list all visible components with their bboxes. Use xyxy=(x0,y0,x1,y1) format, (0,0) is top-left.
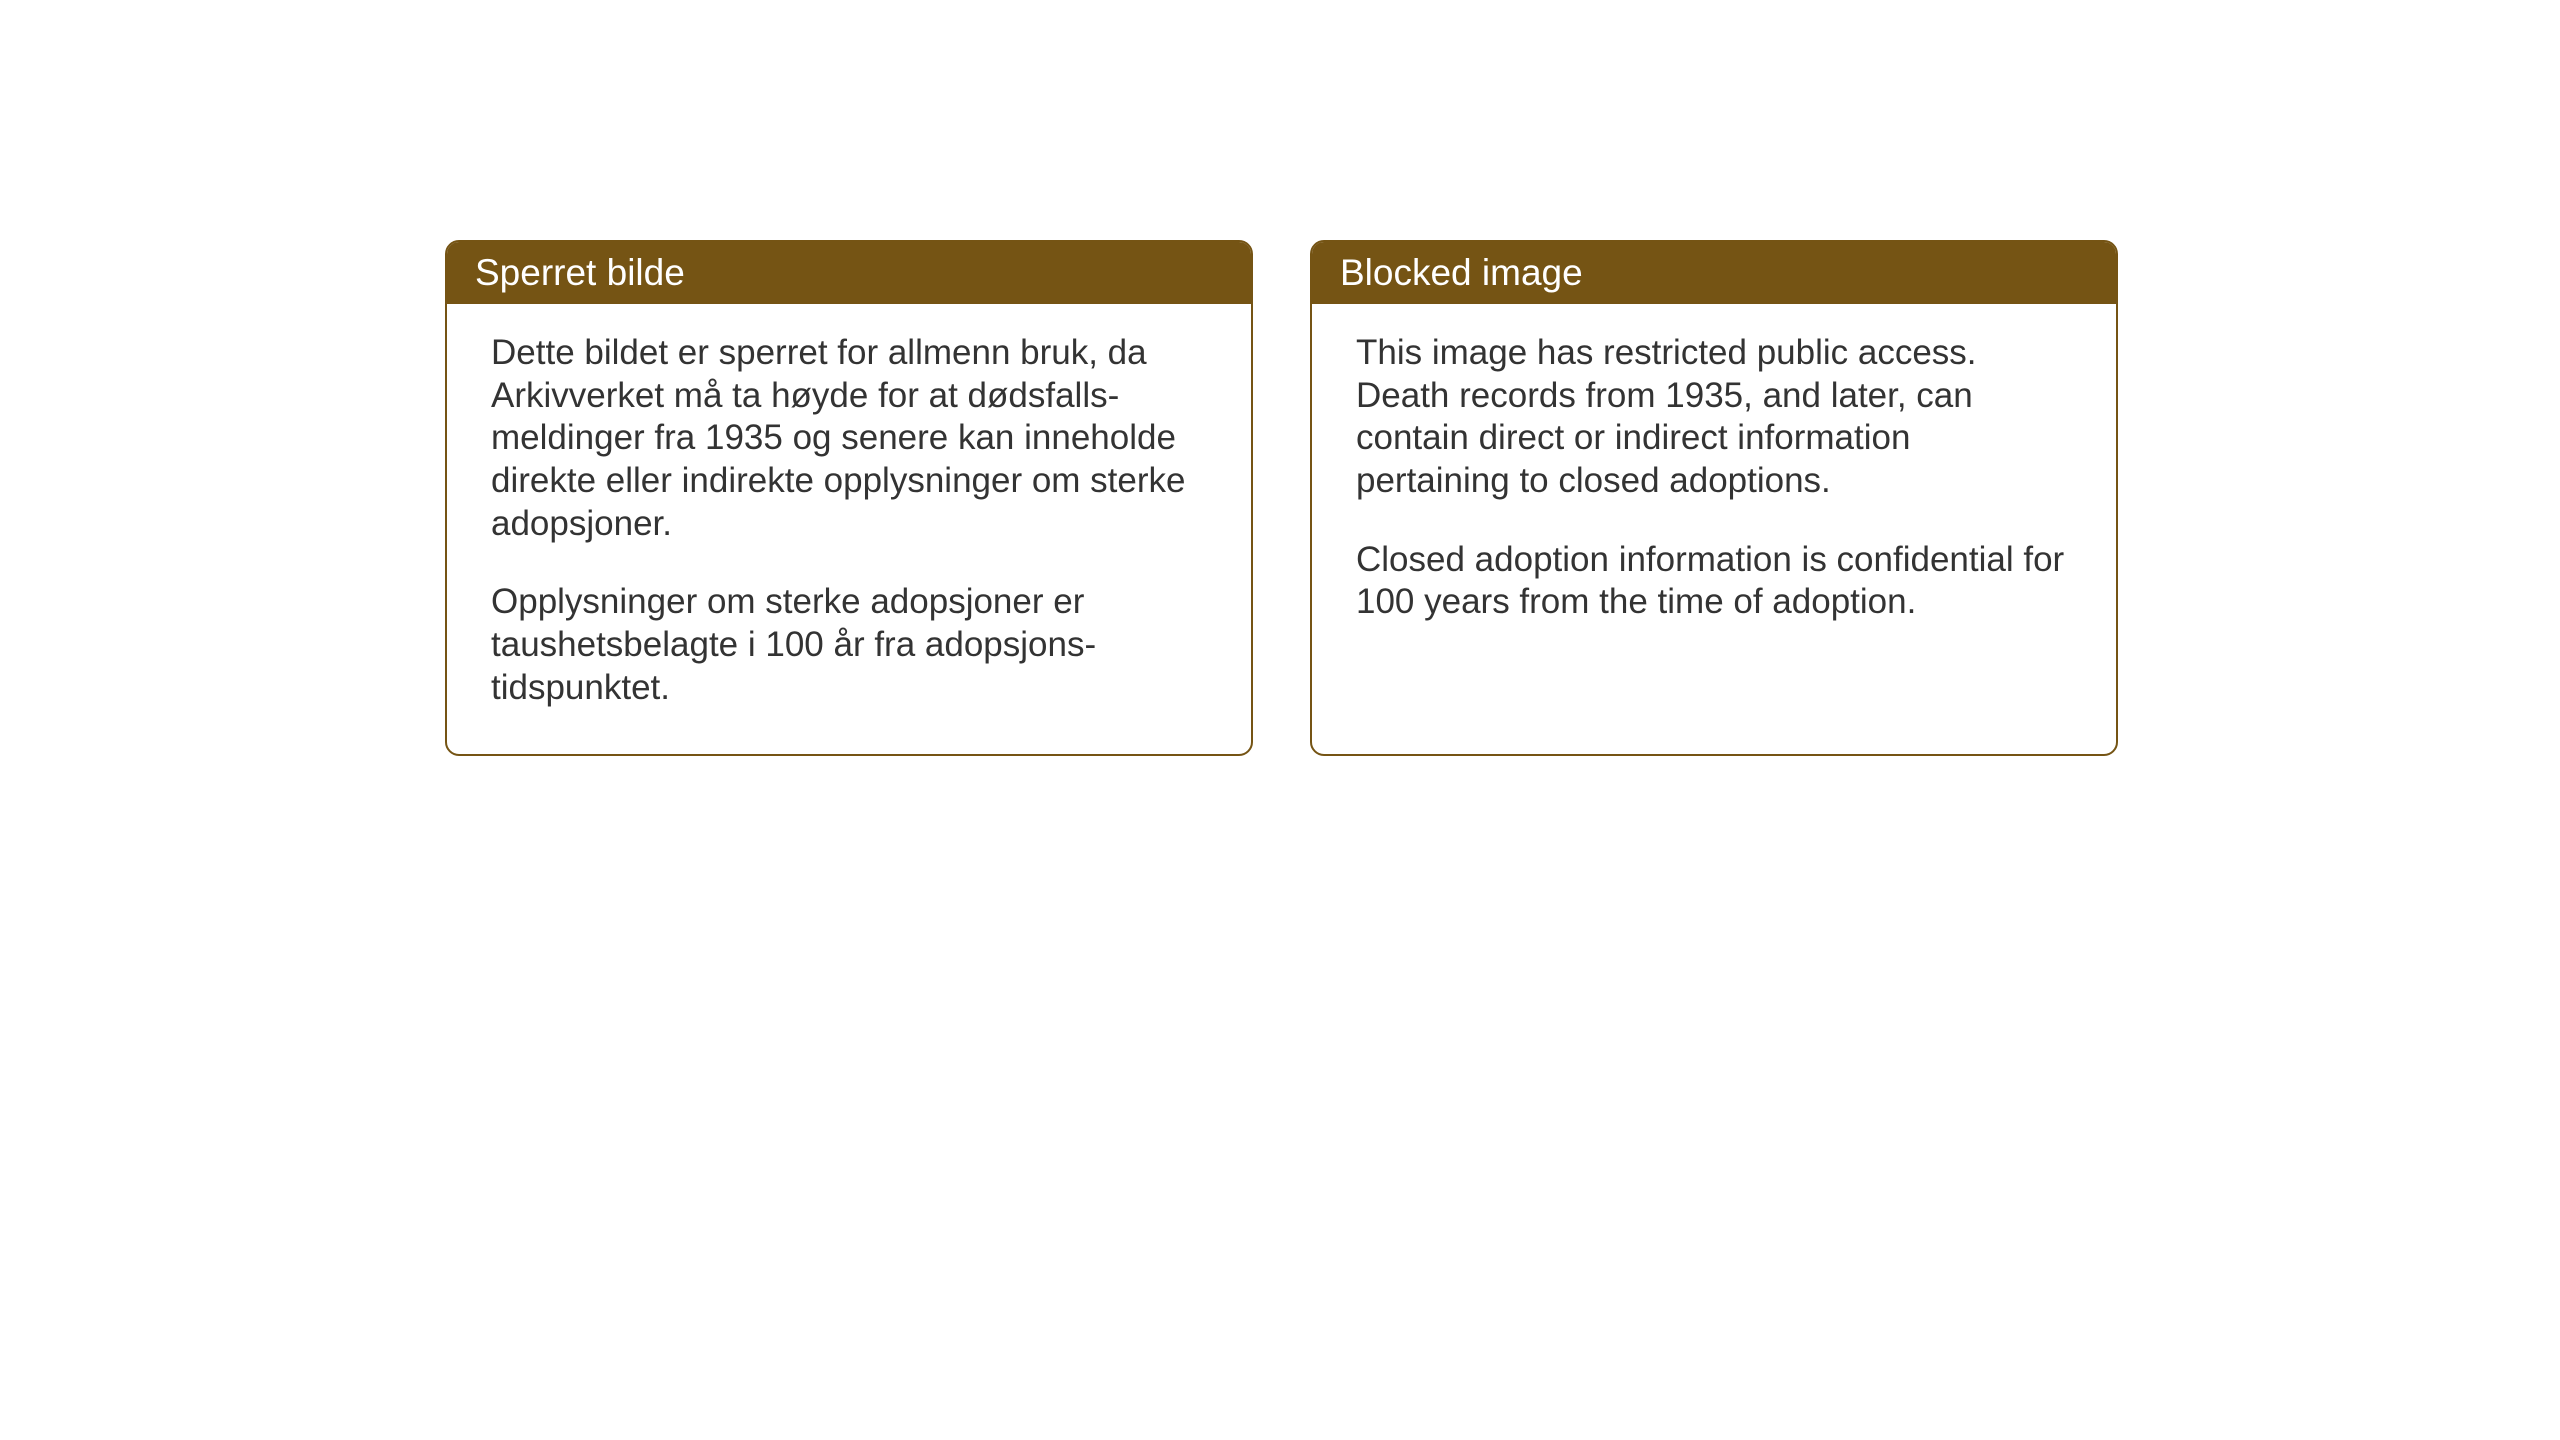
notice-box-english: Blocked image This image has restricted … xyxy=(1310,240,2118,756)
notice-box-norwegian: Sperret bilde Dette bildet er sperret fo… xyxy=(445,240,1253,756)
notice-header-english: Blocked image xyxy=(1312,242,2116,304)
notice-paragraph-1-norwegian: Dette bildet er sperret for allmenn bruk… xyxy=(491,332,1207,545)
notice-title-english: Blocked image xyxy=(1340,252,1583,293)
notice-paragraph-2-norwegian: Opplysninger om sterke adopsjoner er tau… xyxy=(491,581,1207,709)
notice-container: Sperret bilde Dette bildet er sperret fo… xyxy=(445,240,2118,756)
notice-body-norwegian: Dette bildet er sperret for allmenn bruk… xyxy=(447,304,1251,754)
notice-title-norwegian: Sperret bilde xyxy=(475,252,685,293)
notice-header-norwegian: Sperret bilde xyxy=(447,242,1251,304)
notice-paragraph-2-english: Closed adoption information is confident… xyxy=(1356,539,2072,624)
notice-paragraph-1-english: This image has restricted public access.… xyxy=(1356,332,2072,503)
notice-body-english: This image has restricted public access.… xyxy=(1312,304,2116,704)
